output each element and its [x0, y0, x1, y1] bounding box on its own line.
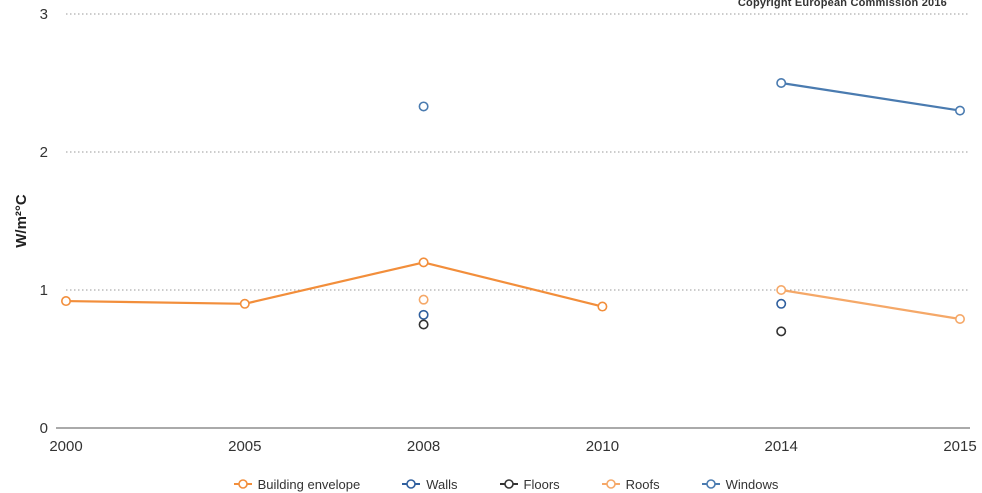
data-point	[418, 294, 429, 305]
data-point	[776, 284, 787, 295]
y-tick-label: 2	[40, 144, 48, 161]
grid-lines	[66, 13, 970, 291]
data-point	[597, 301, 608, 312]
series	[60, 78, 965, 337]
data-point	[418, 319, 429, 330]
data-point	[954, 313, 965, 324]
series-building-envelope	[60, 257, 608, 312]
legend-marker-icon	[233, 479, 252, 489]
y-tick-label: 3	[40, 6, 48, 23]
series-roofs	[418, 284, 965, 324]
legend-marker-icon	[402, 479, 421, 489]
chart-plot: 0 1 2 3 2000 2005 2008 2010 2014 2015 W/m²°C	[13, 6, 977, 455]
legend-marker-icon	[701, 479, 720, 489]
legend-item-building-envelope[interactable]: Building envelope	[233, 476, 361, 492]
x-tick-label: 2014	[765, 438, 798, 455]
legend-item-walls[interactable]: Walls	[402, 476, 458, 492]
series-windows	[418, 78, 965, 116]
legend-marker-icon	[499, 479, 518, 489]
x-tick-label: 2000	[49, 438, 82, 455]
x-tick-label: 2005	[228, 438, 261, 455]
series-line-segment	[65, 299, 245, 305]
legend-label: Roofs	[625, 476, 660, 492]
legend-item-floors[interactable]: Floors	[499, 476, 560, 492]
data-point	[776, 326, 787, 337]
axes: 0 1 2 3 2000 2005 2008 2010 2014 2015 W/m²°C	[13, 6, 977, 455]
y-axis-title: W/m²°C	[13, 194, 30, 248]
y-tick-label: 0	[40, 420, 48, 437]
series-line-segment	[244, 261, 424, 305]
legend-item-windows[interactable]: Windows	[701, 476, 779, 492]
legend-label: Walls	[426, 476, 458, 492]
legend-label: Floors	[523, 476, 560, 492]
x-tick-label: 2015	[943, 438, 976, 455]
data-point	[418, 309, 429, 320]
x-tick-label: 2010	[586, 438, 619, 455]
series-line-segment	[423, 261, 603, 308]
y-tick-label: 1	[40, 282, 48, 299]
series-line-segment	[781, 81, 961, 112]
data-point	[418, 257, 429, 268]
data-point	[418, 101, 429, 112]
legend: Building envelope Walls Floors Roofs Windows	[0, 475, 982, 493]
series-walls	[418, 298, 787, 320]
data-point	[239, 298, 250, 309]
data-point	[954, 105, 965, 116]
data-point	[776, 78, 787, 89]
series-floors	[418, 319, 787, 337]
x-tick-label: 2008	[407, 438, 440, 455]
legend-marker-icon	[601, 479, 620, 489]
legend-item-roofs[interactable]: Roofs	[601, 476, 660, 492]
data-point	[60, 296, 71, 307]
copyright-text: Copyright European Commission 2016	[737, 0, 947, 9]
data-point	[776, 298, 787, 309]
legend-label: Windows	[725, 476, 779, 492]
series-line-segment	[781, 288, 961, 321]
legend-label: Building envelope	[257, 476, 361, 492]
